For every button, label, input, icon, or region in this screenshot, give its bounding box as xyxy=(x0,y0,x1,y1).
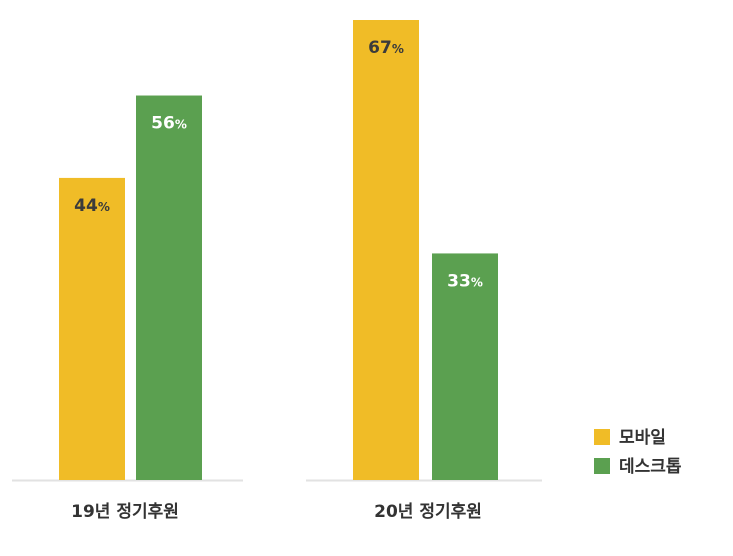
legend-swatch xyxy=(594,458,610,474)
legend-label: 데스크톱 xyxy=(619,457,682,477)
data-label: 67% xyxy=(368,38,404,58)
legend-label: 모바일 xyxy=(619,428,666,448)
bar-mobile-1 xyxy=(59,177,125,480)
data-label: 56% xyxy=(151,114,187,134)
bar-mobile-2 xyxy=(353,20,419,480)
legend-swatch xyxy=(594,429,610,445)
data-label: 44% xyxy=(74,196,110,216)
bar-desktop-2 xyxy=(432,253,498,480)
category-label: 19년 정기후원 xyxy=(71,501,179,522)
category-label: 20년 정기후원 xyxy=(374,501,482,522)
data-label: 33% xyxy=(447,271,483,291)
bar-desktop-1 xyxy=(136,95,202,480)
